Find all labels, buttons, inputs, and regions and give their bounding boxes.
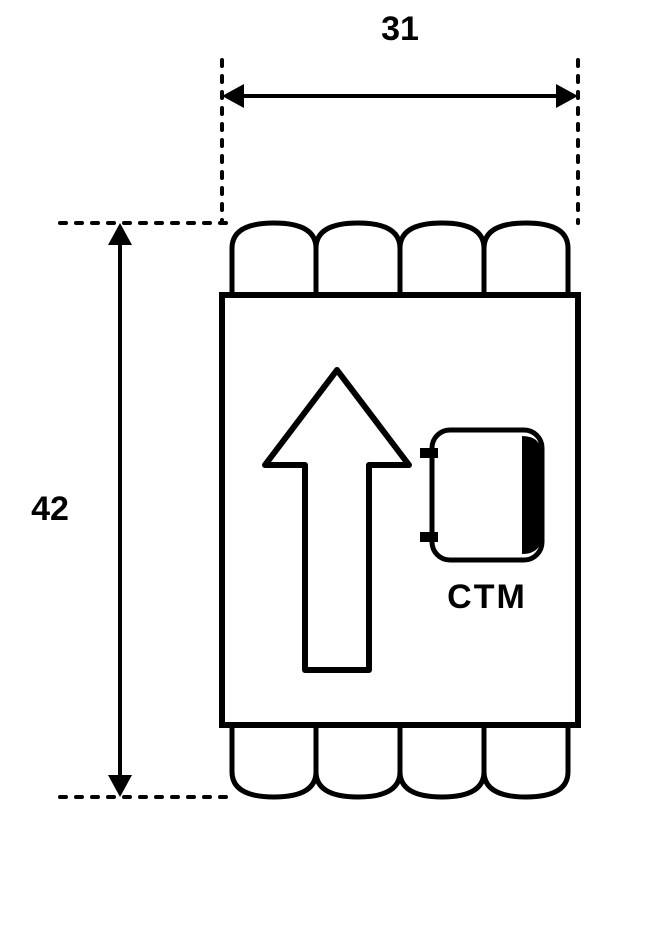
- dimension-width-label: 31: [381, 10, 419, 48]
- brand-label: CTM: [447, 578, 527, 616]
- dimension-height: 42: [31, 223, 232, 797]
- dimension-width: 31: [222, 10, 578, 223]
- dimension-height-label: 42: [31, 490, 69, 528]
- thread-row-top: [232, 223, 568, 295]
- thread-row-bottom: [232, 725, 568, 797]
